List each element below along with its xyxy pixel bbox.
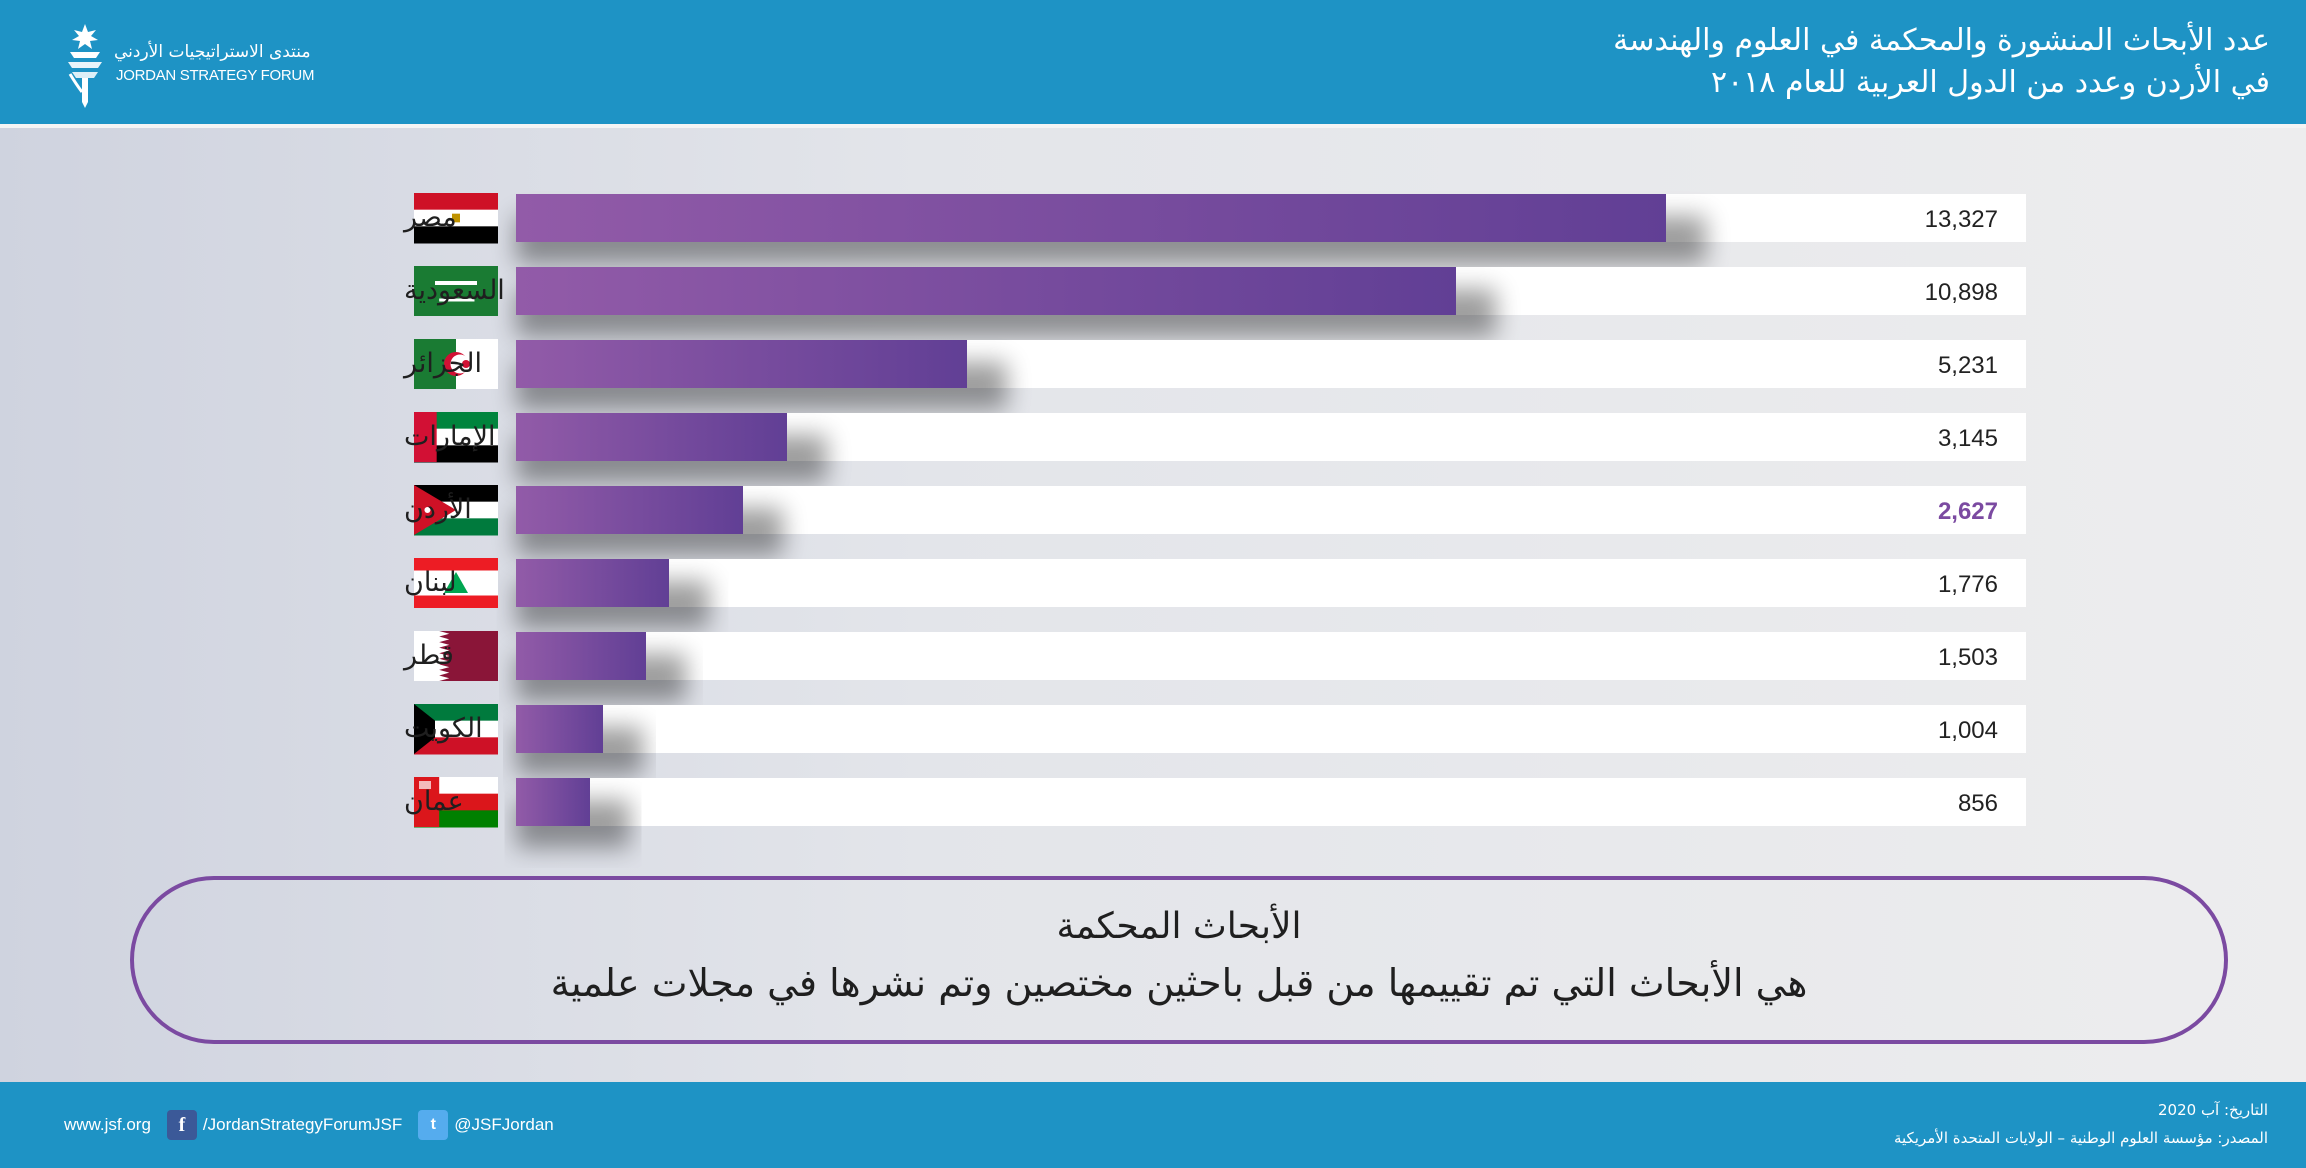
website-link[interactable]: www.jsf.org <box>64 1115 151 1134</box>
facebook-icon[interactable]: f <box>166 1110 197 1140</box>
bar-track <box>516 632 2026 680</box>
footer-meta: التاريخ: آب 2020 المصدر: مؤسسة العلوم ال… <box>1894 1096 2268 1152</box>
value-label: 5,231 <box>1938 352 1998 379</box>
definition-text: هي الأبحاث التي تم تقييمها من قبل باحثين… <box>550 961 1808 1005</box>
definition-box: الأبحاث المحكمة هي الأبحاث التي تم تقييم… <box>130 876 2228 1044</box>
bar <box>516 486 743 534</box>
category-label: قطر <box>402 640 454 671</box>
saudi-arabia-flag-icon <box>414 266 498 316</box>
egypt-flag-icon <box>414 193 498 244</box>
facebook-link[interactable]: /JordanStrategyForumJSF <box>202 1115 403 1134</box>
category-label: السعودية <box>404 275 505 306</box>
value-label: 2,627 <box>1938 498 1998 525</box>
title-line-2: في الأردن وعدد من الدول العربية للعام ٢٠… <box>1710 65 2270 100</box>
category-label: الكويت <box>404 713 483 744</box>
category-label: عمان <box>404 786 464 817</box>
footer-source: المصدر: مؤسسة العلوم الوطنية – الولايات … <box>1893 1129 2268 1147</box>
category-label: الإمارات <box>404 421 496 452</box>
value-label: 13,327 <box>1925 206 1998 233</box>
qatar-flag-icon <box>414 631 498 681</box>
value-label: 856 <box>1958 790 1998 817</box>
bar <box>516 194 1666 242</box>
bar <box>516 340 967 388</box>
bar-chart: 13,327 مصر 10,898 السعودية 5,231 الجزائر 3,145… <box>402 193 2026 848</box>
uae-flag-icon <box>414 412 498 463</box>
twitter-icon[interactable]: t <box>418 1110 449 1140</box>
logo-english-text: JORDAN STRATEGY FORUM <box>116 67 315 84</box>
bar-track <box>516 559 2026 607</box>
kuwait-flag-icon <box>414 704 498 755</box>
jordan-flag-icon <box>414 485 498 536</box>
oman-flag-icon <box>414 777 498 828</box>
bar <box>516 559 669 607</box>
value-label: 3,145 <box>1938 425 1998 452</box>
algeria-flag-icon <box>414 339 498 389</box>
twitter-link[interactable]: @JSFJordan <box>454 1115 554 1134</box>
bar <box>516 705 603 753</box>
bar <box>516 778 590 826</box>
bar <box>516 267 1456 315</box>
bar-track <box>516 705 2026 753</box>
category-label: مصر <box>402 202 457 233</box>
category-label: الجزائر <box>402 348 482 379</box>
title-line-1: عدد الأبحاث المنشورة والمحكمة في العلوم … <box>1613 23 2270 58</box>
lebanon-flag-icon <box>414 558 498 608</box>
chart-title: عدد الأبحاث المنشورة والمحكمة في العلوم … <box>1613 20 2270 104</box>
jsf-logo-icon <box>68 24 102 108</box>
chart-area: 13,327 مصر 10,898 السعودية 5,231 الجزائر 3,145… <box>0 128 2306 1082</box>
category-label: الأردن <box>404 491 472 525</box>
logo-arabic-text: منتدى الاستراتيجيات الأردني <box>114 42 311 62</box>
bar <box>516 632 646 680</box>
header-bar: منتدى الاستراتيجيات الأردني JORDAN STRAT… <box>0 0 2306 128</box>
jsf-logo: منتدى الاستراتيجيات الأردني JORDAN STRAT… <box>62 22 322 110</box>
value-label: 1,004 <box>1938 717 1998 744</box>
footer-date: التاريخ: آب 2020 <box>2157 1101 2268 1119</box>
value-label: 10,898 <box>1925 279 1998 306</box>
bar <box>516 413 787 461</box>
value-label: 1,503 <box>1938 644 1998 671</box>
footer-bar: www.jsf.org f /JordanStrategyForumJSF t … <box>0 1082 2306 1168</box>
category-label: لبنان <box>404 567 457 598</box>
definition-title: الأبحاث المحكمة <box>1056 906 1302 947</box>
value-label: 1,776 <box>1938 571 1998 598</box>
bar-track <box>516 778 2026 826</box>
footer-links: www.jsf.org f /JordanStrategyForumJSF t … <box>64 1110 554 1140</box>
